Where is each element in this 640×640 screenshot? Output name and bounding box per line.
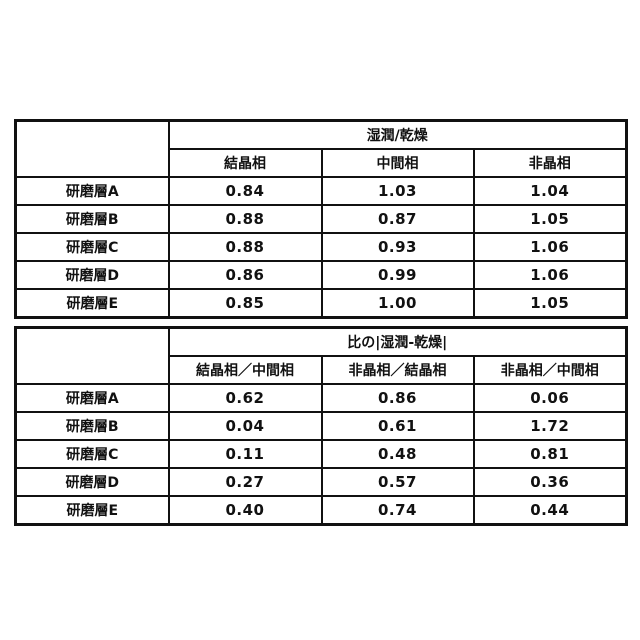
column-header: 結晶相 <box>169 149 322 177</box>
value-cell: 0.84 <box>169 177 322 205</box>
value-cell: 0.61 <box>322 412 474 440</box>
value-cell: 0.40 <box>169 496 322 525</box>
value-cell: 0.88 <box>169 233 322 261</box>
row-label: 研磨層C <box>16 233 169 261</box>
value-cell: 0.99 <box>322 261 474 289</box>
value-cell: 0.57 <box>322 468 474 496</box>
value-cell: 0.04 <box>169 412 322 440</box>
table-row: 研磨層E0.400.740.44 <box>16 496 627 525</box>
row-label: 研磨層E <box>16 289 169 318</box>
ratio-difference-table: 比の|湿潤-乾燥|結晶相／中間相非晶相／結晶相非晶相／中間相研磨層A0.620.… <box>14 326 628 526</box>
value-cell: 0.48 <box>322 440 474 468</box>
value-cell: 0.86 <box>322 384 474 412</box>
table-row: 研磨層A0.841.031.04 <box>16 177 627 205</box>
row-label: 研磨層C <box>16 440 169 468</box>
corner-cell <box>16 328 169 385</box>
value-cell: 0.74 <box>322 496 474 525</box>
column-header: 非晶相／結晶相 <box>322 356 474 384</box>
column-header: 非晶相／中間相 <box>474 356 627 384</box>
table-row: 研磨層B0.880.871.05 <box>16 205 627 233</box>
value-cell: 0.81 <box>474 440 627 468</box>
table-row: 研磨層D0.860.991.06 <box>16 261 627 289</box>
row-label: 研磨層B <box>16 412 169 440</box>
value-cell: 0.27 <box>169 468 322 496</box>
group-header: 湿潤/乾燥 <box>169 121 627 150</box>
column-header: 中間相 <box>322 149 474 177</box>
value-cell: 0.11 <box>169 440 322 468</box>
corner-cell <box>16 121 169 178</box>
value-cell: 0.44 <box>474 496 627 525</box>
value-cell: 0.88 <box>169 205 322 233</box>
value-cell: 1.05 <box>474 289 627 318</box>
table-row: 研磨層C0.110.480.81 <box>16 440 627 468</box>
table-row: 研磨層D0.270.570.36 <box>16 468 627 496</box>
value-cell: 1.04 <box>474 177 627 205</box>
row-label: 研磨層A <box>16 177 169 205</box>
row-label: 研磨層A <box>16 384 169 412</box>
value-cell: 1.03 <box>322 177 474 205</box>
row-label: 研磨層D <box>16 468 169 496</box>
table-row: 研磨層C0.880.931.06 <box>16 233 627 261</box>
table-row: 研磨層E0.851.001.05 <box>16 289 627 318</box>
value-cell: 1.05 <box>474 205 627 233</box>
row-label: 研磨層D <box>16 261 169 289</box>
column-header: 結晶相／中間相 <box>169 356 322 384</box>
value-cell: 1.72 <box>474 412 627 440</box>
value-cell: 1.00 <box>322 289 474 318</box>
value-cell: 1.06 <box>474 233 627 261</box>
column-header: 非晶相 <box>474 149 627 177</box>
table-row: 研磨層B0.040.611.72 <box>16 412 627 440</box>
value-cell: 0.86 <box>169 261 322 289</box>
value-cell: 0.87 <box>322 205 474 233</box>
row-label: 研磨層E <box>16 496 169 525</box>
row-label: 研磨層B <box>16 205 169 233</box>
value-cell: 0.93 <box>322 233 474 261</box>
value-cell: 1.06 <box>474 261 627 289</box>
table-row: 研磨層A0.620.860.06 <box>16 384 627 412</box>
group-header: 比の|湿潤-乾燥| <box>169 328 627 357</box>
wet-dry-ratio-table: 湿潤/乾燥結晶相中間相非晶相研磨層A0.841.031.04研磨層B0.880.… <box>14 119 628 319</box>
value-cell: 0.85 <box>169 289 322 318</box>
value-cell: 0.62 <box>169 384 322 412</box>
value-cell: 0.36 <box>474 468 627 496</box>
value-cell: 0.06 <box>474 384 627 412</box>
